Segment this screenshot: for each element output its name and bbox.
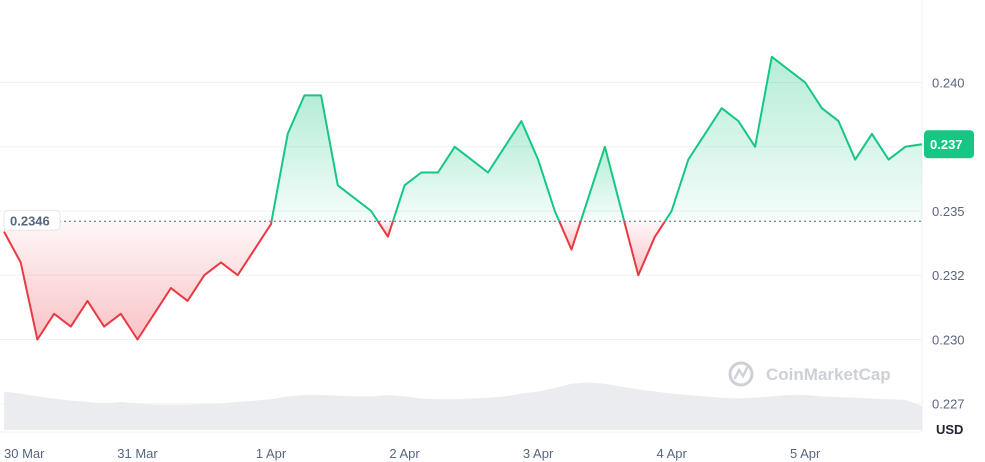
price-segment-up xyxy=(391,120,561,222)
price-segment-up xyxy=(579,145,626,222)
area-below-reference xyxy=(377,221,393,237)
x-tick-label: 31 Mar xyxy=(117,446,158,461)
area-above-reference xyxy=(580,146,625,222)
current-price-label: 0.237 xyxy=(930,137,963,152)
x-tick-label: 30 Mar xyxy=(4,446,45,461)
x-tick-label: 2 Apr xyxy=(389,446,420,461)
y-tick-label: 0.232 xyxy=(932,268,965,283)
volume-area-shape xyxy=(4,382,922,430)
volume-area xyxy=(4,382,922,430)
reference-label: 0.2346 xyxy=(10,213,50,228)
area-below-reference xyxy=(4,221,272,340)
current-price-badge: 0.237 xyxy=(924,130,974,159)
price-segment-down xyxy=(558,220,582,251)
price-segment-down xyxy=(623,220,666,277)
price-area-fill xyxy=(4,56,922,340)
x-tick-label: 1 Apr xyxy=(256,446,287,461)
price-segment-down xyxy=(377,220,394,238)
y-axis-unit: USD xyxy=(936,422,963,437)
area-below-reference xyxy=(624,221,665,276)
price-segment-up xyxy=(270,94,379,222)
x-tick-label: 3 Apr xyxy=(523,446,554,461)
y-tick-label: 0.227 xyxy=(932,397,965,412)
coinmarketcap-logo-icon xyxy=(728,361,754,387)
area-above-reference xyxy=(271,95,378,222)
y-axis: 0.227 0.230 0.232 0.235 0.237 0.240 xyxy=(932,76,965,412)
watermark-text: CoinMarketCap xyxy=(766,365,891,384)
area-below-reference xyxy=(559,221,581,250)
x-tick-label: 4 Apr xyxy=(656,446,687,461)
y-tick-label: 0.235 xyxy=(932,204,965,219)
x-axis: 30 Mar 31 Mar 1 Apr 2 Apr 3 Apr 4 Apr 5 Apr xyxy=(4,446,821,461)
reference-badge: 0.2346 xyxy=(3,209,61,231)
y-tick-label: 0.230 xyxy=(932,332,965,347)
coinmarketcap-logo-mark xyxy=(733,366,749,380)
price-line xyxy=(3,55,923,341)
watermark: CoinMarketCap xyxy=(728,361,891,387)
price-segment-up xyxy=(664,55,923,222)
area-above-reference xyxy=(392,121,560,222)
price-segment-down xyxy=(3,221,273,341)
area-above-reference xyxy=(665,56,922,222)
y-tick-label: 0.240 xyxy=(932,76,965,91)
x-tick-label: 5 Apr xyxy=(790,446,821,461)
